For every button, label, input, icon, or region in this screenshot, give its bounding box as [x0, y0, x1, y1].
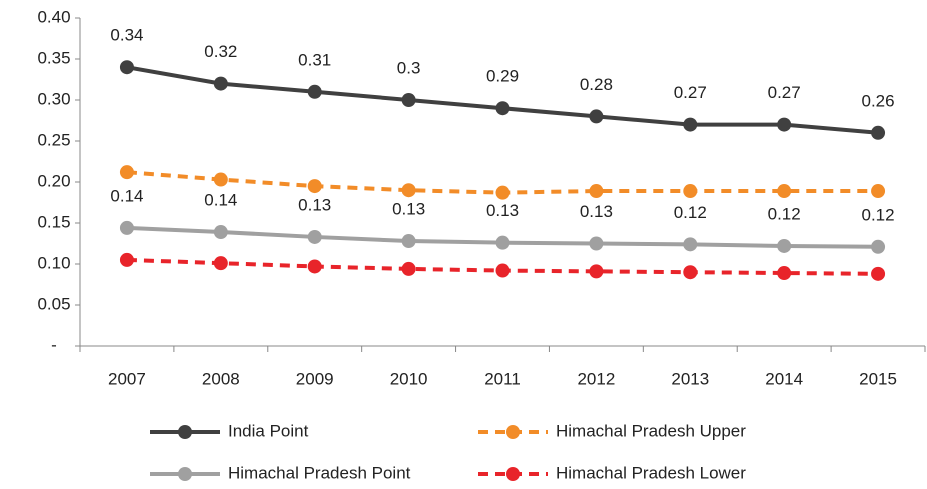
data-label: 0.13 — [298, 195, 331, 214]
x-tick-label: 2014 — [765, 369, 803, 388]
point — [119, 165, 134, 180]
point — [401, 234, 416, 249]
point — [871, 239, 886, 254]
legend-marker — [178, 425, 192, 439]
point — [871, 266, 886, 281]
point — [213, 172, 228, 187]
x-tick-label: 2010 — [390, 369, 428, 388]
y-tick-label: 0.35 — [37, 48, 70, 67]
point — [307, 84, 322, 99]
data-label: 0.3 — [397, 58, 421, 77]
point — [589, 264, 604, 279]
y-tick-label: 0.25 — [37, 130, 70, 149]
point — [777, 238, 792, 253]
data-label: 0.14 — [110, 186, 143, 205]
point — [777, 266, 792, 281]
data-label: 0.13 — [392, 200, 425, 219]
point — [119, 60, 134, 75]
point — [683, 265, 698, 280]
point — [401, 93, 416, 107]
point — [589, 184, 604, 199]
legend-label: India Point — [228, 421, 309, 440]
data-label: 0.27 — [674, 83, 707, 102]
point — [871, 184, 886, 199]
data-label: 0.13 — [580, 202, 613, 221]
point — [589, 109, 604, 124]
point — [495, 235, 510, 250]
x-tick-label: 2007 — [108, 369, 146, 388]
legend-label: Himachal Pradesh Point — [228, 463, 411, 482]
x-tick-label: 2011 — [484, 369, 521, 388]
data-label: 0.28 — [580, 75, 613, 94]
legend-label: Himachal Pradesh Lower — [556, 463, 746, 482]
y-tick-label: - — [51, 335, 57, 354]
data-label: 0.12 — [768, 204, 801, 223]
y-tick-label: 0.15 — [37, 212, 70, 231]
point — [119, 220, 134, 235]
point — [213, 76, 228, 91]
data-label: 0.31 — [298, 50, 331, 69]
y-tick-label: 0.30 — [37, 89, 70, 108]
point — [401, 261, 416, 276]
x-tick-label: 2008 — [202, 369, 240, 388]
x-tick-label: 2013 — [671, 369, 709, 388]
y-tick-label: 0.05 — [37, 294, 70, 313]
point — [683, 117, 698, 132]
data-label: 0.27 — [768, 83, 801, 102]
point — [777, 117, 792, 132]
point — [401, 183, 416, 198]
data-label: 0.34 — [110, 26, 143, 45]
point — [589, 236, 604, 251]
legend-marker — [506, 467, 520, 481]
point — [495, 185, 510, 200]
point — [213, 225, 228, 240]
point — [213, 256, 228, 271]
y-tick-label: 0.20 — [37, 171, 70, 190]
point — [307, 179, 322, 194]
point — [307, 229, 322, 244]
x-tick-label: 2012 — [577, 369, 615, 388]
point — [683, 184, 698, 199]
legend-marker — [506, 425, 520, 439]
data-label: 0.12 — [674, 203, 707, 222]
point — [777, 184, 792, 199]
x-tick-label: 2015 — [859, 369, 897, 388]
data-label: 0.32 — [204, 42, 237, 61]
point — [683, 237, 698, 252]
point — [119, 252, 134, 267]
point — [307, 259, 322, 274]
point — [871, 125, 886, 140]
legend-label: Himachal Pradesh Upper — [556, 421, 746, 440]
point — [495, 263, 510, 278]
data-label: 0.14 — [204, 191, 237, 210]
data-label: 0.29 — [486, 67, 519, 86]
legend-marker — [178, 467, 192, 481]
data-label: 0.13 — [486, 201, 519, 220]
y-tick-label: 0.40 — [37, 7, 70, 26]
y-tick-label: 0.10 — [37, 253, 70, 272]
point — [495, 101, 510, 116]
data-label: 0.12 — [862, 205, 895, 224]
x-tick-label: 2009 — [296, 369, 334, 388]
data-label: 0.26 — [862, 91, 895, 110]
